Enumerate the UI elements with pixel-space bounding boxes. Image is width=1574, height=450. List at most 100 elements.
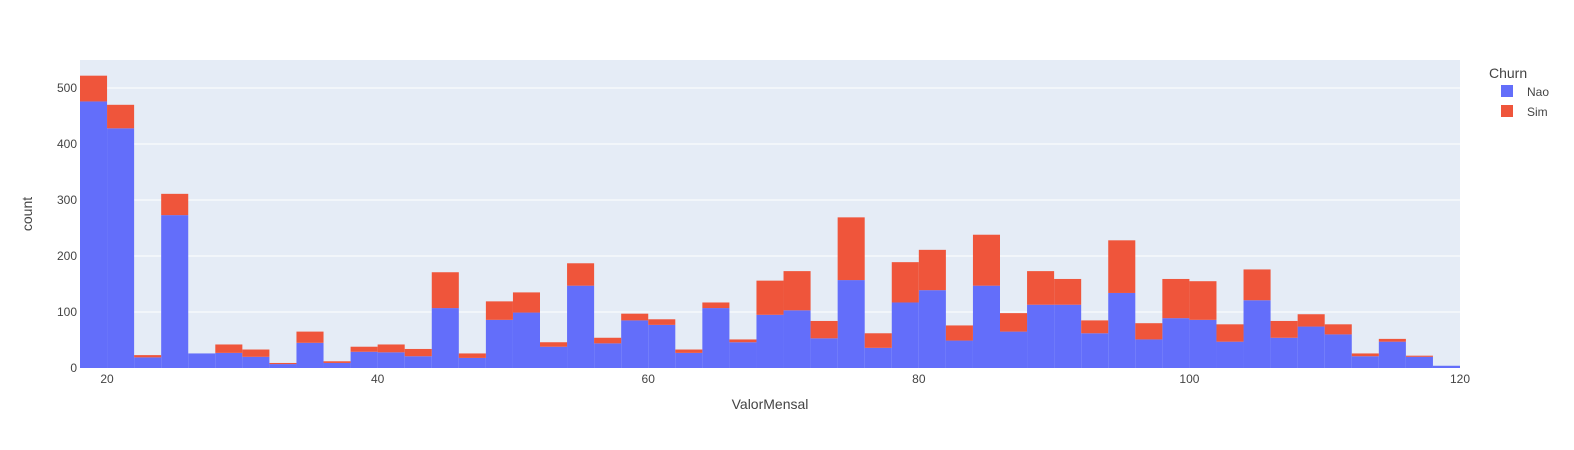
bar-sim-72[interactable] [810,320,838,339]
bar-nao-50[interactable] [512,312,540,368]
bar-sim-108[interactable] [1297,314,1325,327]
bar-sim-82[interactable] [945,325,973,341]
bar-sim-112[interactable] [1351,353,1379,357]
bar-nao-118[interactable] [1432,365,1460,368]
bar-sim-80[interactable] [918,249,946,291]
bar-sim-32[interactable] [269,362,297,365]
bar-sim-22[interactable] [134,355,162,358]
bar-sim-20[interactable] [107,104,135,129]
bar-nao-98[interactable] [1162,318,1190,368]
bar-nao-24[interactable] [161,215,189,368]
bar-sim-86[interactable] [1000,313,1028,332]
bar-nao-48[interactable] [485,319,513,368]
bar-sim-18[interactable] [80,75,108,102]
bar-nao-72[interactable] [810,338,838,368]
bar-sim-46[interactable] [458,353,486,358]
bar-nao-68[interactable] [756,314,784,368]
bar-nao-114[interactable] [1378,341,1406,368]
bar-nao-96[interactable] [1135,339,1163,368]
bar-sim-74[interactable] [837,217,865,281]
bar-nao-86[interactable] [1000,331,1028,368]
bar-sim-62[interactable] [675,349,703,353]
bar-nao-34[interactable] [296,342,324,368]
bar-nao-100[interactable] [1189,319,1217,368]
bar-sim-110[interactable] [1324,324,1352,335]
bar-nao-44[interactable] [431,308,459,368]
bar-sim-56[interactable] [594,337,622,344]
bar-nao-108[interactable] [1297,326,1325,368]
bar-sim-66[interactable] [729,339,757,343]
bar-nao-94[interactable] [1108,292,1136,368]
bar-nao-84[interactable] [972,285,1000,368]
bar-sim-70[interactable] [783,271,811,311]
bar-nao-92[interactable] [1081,333,1109,368]
bar-nao-104[interactable] [1243,300,1271,368]
bar-sim-102[interactable] [1216,324,1244,342]
bar-nao-32[interactable] [269,364,297,368]
bar-sim-36[interactable] [323,361,351,363]
bar-sim-52[interactable] [540,342,568,347]
bar-sim-30[interactable] [242,349,270,357]
bar-sim-90[interactable] [1054,278,1082,305]
bar-nao-20[interactable] [107,128,135,368]
bar-sim-84[interactable] [972,234,1000,286]
bar-nao-38[interactable] [350,351,378,368]
bar-sim-50[interactable] [512,292,540,313]
bar-nao-82[interactable] [945,340,973,368]
bar-nao-36[interactable] [323,362,351,368]
bar-sim-28[interactable] [215,344,243,353]
bar-nao-90[interactable] [1054,304,1082,368]
legend[interactable]: Churn Nao Sim [1489,65,1549,119]
bar-nao-46[interactable] [458,357,486,368]
bar-nao-40[interactable] [377,352,405,368]
bar-sim-64[interactable] [702,302,730,309]
bar-nao-18[interactable] [80,101,108,368]
bar-nao-30[interactable] [242,356,270,368]
bar-nao-70[interactable] [783,310,811,368]
bar-sim-78[interactable] [891,262,919,303]
bar-sim-116[interactable] [1405,355,1433,357]
bar-nao-78[interactable] [891,302,919,368]
bar-sim-114[interactable] [1378,338,1406,342]
bar-sim-58[interactable] [621,313,649,321]
bar-sim-96[interactable] [1135,323,1163,340]
bar-sim-44[interactable] [431,272,459,309]
bar-sim-104[interactable] [1243,269,1271,301]
bar-sim-88[interactable] [1027,271,1055,305]
bar-nao-102[interactable] [1216,341,1244,368]
bar-sim-40[interactable] [377,344,405,353]
legend-item-sim[interactable]: Sim [1501,105,1548,119]
bar-sim-24[interactable] [161,193,189,216]
bar-nao-80[interactable] [918,290,946,368]
bar-sim-100[interactable] [1189,281,1217,320]
bar-sim-60[interactable] [648,319,676,325]
bar-nao-110[interactable] [1324,334,1352,368]
bar-nao-22[interactable] [134,357,162,368]
bar-nao-66[interactable] [729,342,757,368]
bar-sim-92[interactable] [1081,320,1109,334]
bar-sim-98[interactable] [1162,278,1190,319]
bar-nao-64[interactable] [702,308,730,368]
bar-nao-52[interactable] [540,346,568,368]
bar-sim-42[interactable] [404,348,432,357]
legend-item-nao[interactable]: Nao [1501,85,1549,99]
bar-nao-56[interactable] [594,343,622,368]
bar-nao-60[interactable] [648,324,676,368]
bar-nao-112[interactable] [1351,356,1379,368]
bar-nao-116[interactable] [1405,356,1433,368]
bar-nao-76[interactable] [864,347,892,368]
bar-sim-54[interactable] [567,263,595,286]
bar-nao-74[interactable] [837,280,865,368]
bar-nao-42[interactable] [404,356,432,368]
bar-sim-94[interactable] [1108,240,1136,293]
bar-nao-62[interactable] [675,352,703,368]
bar-sim-38[interactable] [350,346,378,352]
bar-nao-88[interactable] [1027,304,1055,368]
bar-nao-28[interactable] [215,352,243,368]
bar-nao-106[interactable] [1270,337,1298,368]
bar-sim-76[interactable] [864,333,892,348]
bar-nao-58[interactable] [621,320,649,368]
bar-sim-68[interactable] [756,280,784,315]
bar-nao-54[interactable] [567,285,595,368]
bar-nao-26[interactable] [188,353,216,368]
